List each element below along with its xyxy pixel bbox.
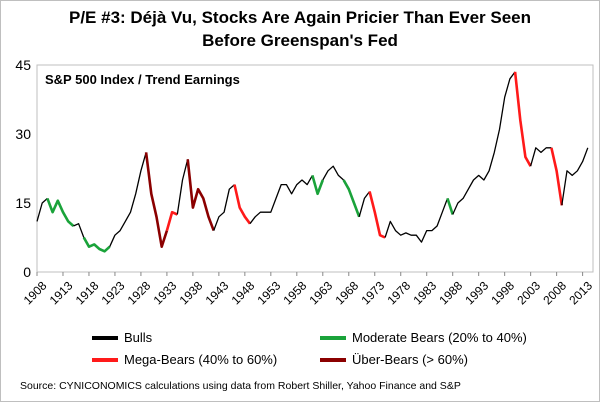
series-line-uber	[144, 152, 169, 248]
series-line-moderate	[446, 198, 454, 215]
x-tick-label: 1958	[281, 278, 310, 307]
series-line-mega	[233, 184, 252, 225]
series-line-mega	[165, 210, 178, 231]
chart-title-line-1: P/E #3: Déjà Vu, Stocks Are Again Pricie…	[68, 8, 531, 27]
legend-swatch-uber-bears	[320, 357, 346, 362]
series-line-mega	[550, 147, 564, 206]
series-line-mega	[513, 71, 532, 167]
x-tick-label: 1938	[177, 278, 206, 307]
series-line-bulls	[561, 147, 589, 206]
x-tick-label: 1983	[410, 278, 439, 307]
series-line-bulls	[36, 197, 48, 222]
x-tick-label: 1923	[99, 278, 128, 307]
legend-label-moderate-bears: Moderate Bears (20% to 40%)	[352, 330, 527, 345]
x-tick-label: 1948	[229, 278, 258, 307]
x-tick-label: 2013	[566, 278, 595, 307]
x-tick-label: 2003	[514, 278, 543, 307]
legend-label-bulls: Bulls	[124, 330, 153, 345]
legend-label-mega-bears: Mega-Bears (40% to 60%)	[124, 352, 278, 367]
chart-title-line-2: Before Greenspan's Fed	[202, 31, 398, 50]
legend-swatch-moderate-bears	[320, 335, 346, 340]
source-note: Source: CYNICONOMICS calculations using …	[20, 380, 461, 392]
series-line-bulls	[73, 223, 85, 238]
x-tick-label: 1918	[73, 278, 102, 307]
legend-label-uber-bears: Über-Bears (> 60%)	[352, 352, 468, 367]
x-tick-label: 1908	[21, 278, 50, 307]
series-line-bulls	[213, 184, 235, 231]
x-tick-label: 1953	[255, 278, 284, 307]
x-tick-label: 1973	[358, 278, 387, 307]
series-line-bulls	[109, 152, 147, 247]
series-line-uber	[186, 159, 215, 232]
series-line-moderate	[82, 236, 111, 253]
y-tick-label: 15	[15, 195, 31, 211]
series-line-moderate	[311, 175, 325, 196]
x-tick-label: 1933	[151, 278, 180, 307]
series-line-bulls	[176, 159, 189, 215]
series-line-bulls	[529, 147, 552, 167]
legend-item-moderate-bears: Moderate Bears (20% to 40%)	[320, 330, 527, 345]
series-line-bulls	[384, 198, 449, 243]
series-line-moderate	[342, 179, 361, 218]
y-tick-label: 0	[23, 264, 31, 280]
series-line-bulls	[452, 71, 516, 215]
series-line-bulls	[358, 191, 371, 217]
legend-item-mega-bears: Mega-Bears (40% to 60%)	[92, 352, 277, 367]
x-tick-label: 1963	[306, 278, 335, 307]
legend-item-uber-bears: Über-Bears (> 60%)	[320, 352, 468, 367]
x-tick-label: 1988	[436, 278, 465, 307]
inner-chart-label: S&P 500 Index / Trend Earnings	[45, 72, 240, 87]
series-line-bulls	[249, 175, 313, 225]
series-line-mega	[368, 191, 386, 239]
legend-item-bulls: Bulls	[92, 330, 152, 345]
y-tick-label: 30	[15, 126, 31, 142]
x-tick-label: 1978	[384, 278, 413, 307]
x-tick-label: 1943	[203, 278, 232, 307]
x-tick-label: 1993	[462, 278, 491, 307]
plot-area	[36, 64, 594, 273]
x-tick-label: 1998	[488, 278, 517, 307]
x-tick-label: 1928	[125, 278, 154, 307]
series-line-moderate	[46, 197, 75, 227]
x-tick-label: 1913	[47, 278, 76, 307]
legend-swatch-mega-bears	[92, 357, 118, 362]
series-line-bulls	[322, 165, 345, 181]
y-tick-label: 45	[15, 57, 31, 73]
x-tick-label: 1968	[332, 278, 361, 307]
legend-swatch-bulls	[92, 335, 118, 340]
x-tick-label: 2008	[540, 278, 569, 307]
